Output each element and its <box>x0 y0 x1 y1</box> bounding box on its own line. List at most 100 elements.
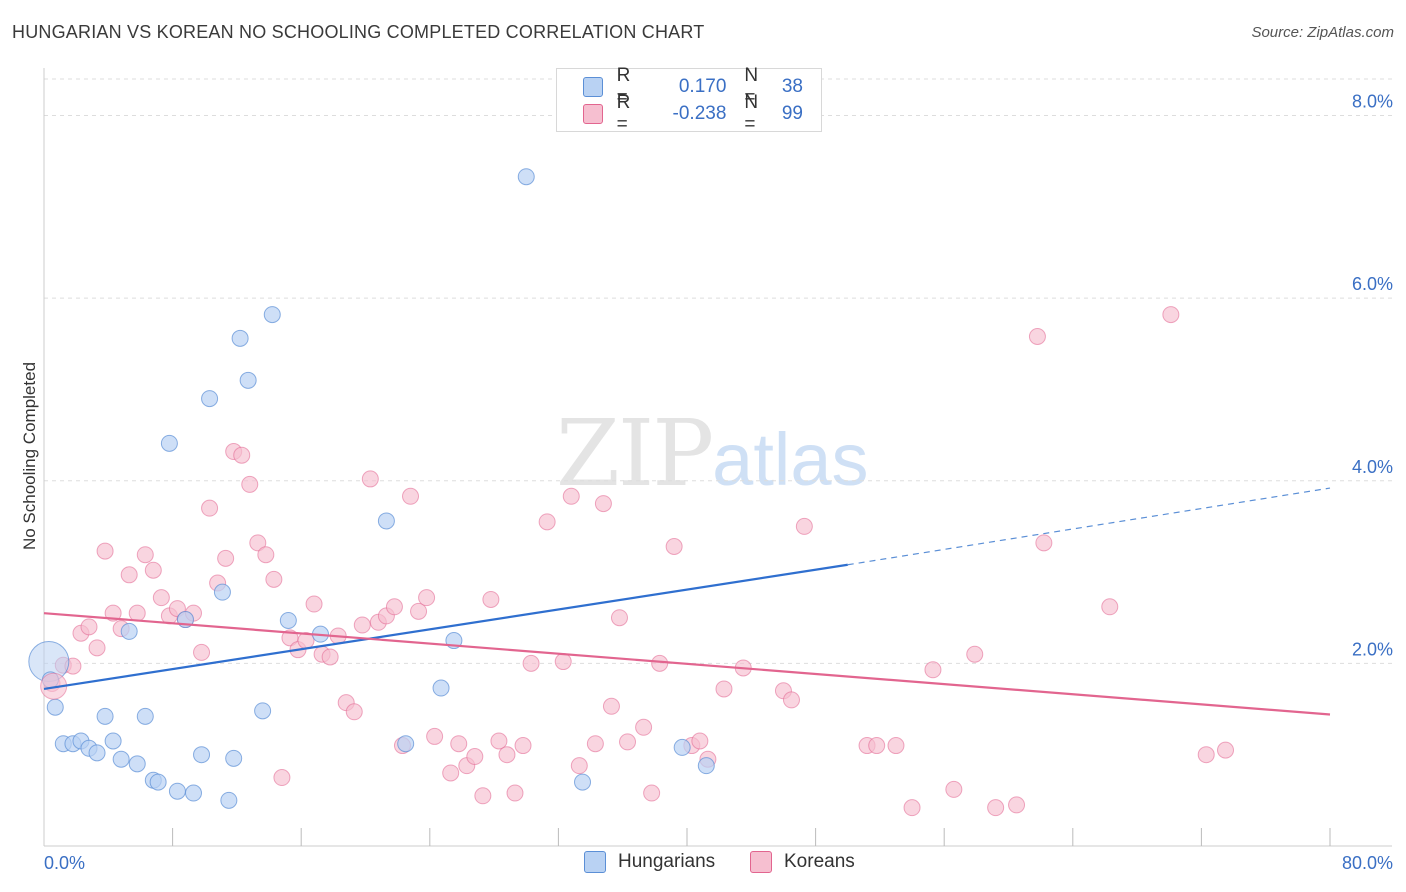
korean-point <box>887 737 905 755</box>
korean-point <box>554 653 572 671</box>
hungarian-point <box>104 732 122 750</box>
x-tick-label-max: 80.0% <box>1342 853 1393 873</box>
korean-point <box>249 534 267 552</box>
korean-point <box>385 598 403 616</box>
korean-point <box>80 618 98 636</box>
korean-point <box>120 566 138 584</box>
korean-point <box>594 495 612 513</box>
korean-point <box>1035 534 1053 552</box>
x-tick-label-min: 0.0% <box>44 853 85 873</box>
hungarian-point <box>254 702 272 720</box>
hungarian-point <box>231 329 249 347</box>
korean-point <box>602 697 620 715</box>
bottom-legend-label-koreans: Koreans <box>784 851 855 872</box>
korean-point <box>522 654 540 672</box>
y-tick-label: 6.0% <box>1352 274 1393 294</box>
korean-point <box>466 748 484 766</box>
korean-point <box>361 470 379 488</box>
hungarian-point <box>184 784 202 802</box>
korean-point <box>1028 327 1046 345</box>
hungarian-point <box>120 622 138 640</box>
hungarian-point <box>201 390 219 408</box>
legend-r-value: 0.170 <box>678 76 727 97</box>
korean-point <box>321 648 339 666</box>
korean-point <box>345 703 363 721</box>
hungarian-point <box>673 738 691 756</box>
hungarian-trend-extension <box>847 487 1331 566</box>
hungarian-point <box>225 749 243 767</box>
hungarian-point <box>46 698 64 716</box>
hungarian-point <box>88 744 106 762</box>
korean-point <box>1162 306 1180 324</box>
korean-trend-line <box>43 612 1331 716</box>
korean-point <box>193 643 211 661</box>
korean-point <box>305 595 323 613</box>
legend-n-value: 99 <box>781 103 803 124</box>
hungarian-point <box>517 168 535 186</box>
chart-title: HUNGARIAN VS KOREAN NO SCHOOLING COMPLET… <box>12 22 705 42</box>
korean-point <box>450 735 468 753</box>
y-tick-label: 4.0% <box>1352 457 1393 477</box>
korean-point <box>442 764 460 782</box>
hungarian-point <box>263 306 281 324</box>
korean-point <box>610 609 628 627</box>
korean-point <box>1197 746 1215 764</box>
hungarian-point <box>279 611 297 629</box>
korean-point <box>987 799 1005 817</box>
korean-point <box>782 691 800 709</box>
bottom-swatch-hungarians <box>584 851 606 873</box>
korean-point <box>490 732 508 750</box>
korean-point <box>233 446 251 464</box>
korean-point <box>665 538 683 556</box>
hungarian-point <box>574 773 592 791</box>
korean-point <box>514 737 532 755</box>
y-tick-label: 8.0% <box>1352 92 1393 112</box>
korean-point <box>868 737 886 755</box>
hungarian-point <box>136 707 154 725</box>
korean-point <box>691 732 709 750</box>
hungarian-point <box>432 679 450 697</box>
korean-point <box>538 513 556 531</box>
hungarian-point <box>168 782 186 800</box>
hungarian-point <box>128 755 146 773</box>
korean-point <box>1101 598 1119 616</box>
hungarian-point <box>112 750 130 768</box>
korean-point <box>903 799 921 817</box>
korean-point <box>418 589 436 607</box>
korean-point <box>619 733 637 751</box>
korean-point <box>201 499 219 517</box>
legend-swatch-hungarians <box>583 77 603 97</box>
korean-point <box>136 546 154 564</box>
korean-point <box>402 487 420 505</box>
bottom-legend-hungarians: Hungarians <box>584 851 715 873</box>
korean-point <box>241 475 259 493</box>
korean-point <box>482 590 500 608</box>
legend-r-value: -0.238 <box>672 103 727 124</box>
hungarian-point <box>149 773 167 791</box>
watermark: ZIPatlas <box>556 400 868 507</box>
korean-point <box>96 542 114 560</box>
korean-point <box>715 680 733 698</box>
watermark-atlas: atlas <box>712 418 869 501</box>
hungarian-point <box>193 746 211 764</box>
bottom-swatch-koreans <box>750 851 772 873</box>
korean-point <box>1217 741 1235 759</box>
source-label: Source: ZipAtlas.com <box>1251 24 1394 41</box>
korean-point <box>498 746 516 764</box>
korean-point <box>104 604 122 622</box>
hungarian-point <box>213 583 231 601</box>
legend-r-label: R = <box>616 65 631 108</box>
bottom-legend-koreans: Koreans <box>750 851 855 873</box>
korean-point <box>353 616 371 634</box>
korean-point <box>257 546 275 564</box>
korean-point <box>635 718 653 736</box>
korean-point <box>586 735 604 753</box>
legend-row-koreans: R = -0.238 N = 99 <box>583 92 821 135</box>
korean-point <box>273 769 291 787</box>
korean-point <box>651 654 669 672</box>
korean-point <box>88 639 106 657</box>
korean-point <box>562 487 580 505</box>
korean-point <box>217 549 235 567</box>
korean-point <box>410 602 428 620</box>
